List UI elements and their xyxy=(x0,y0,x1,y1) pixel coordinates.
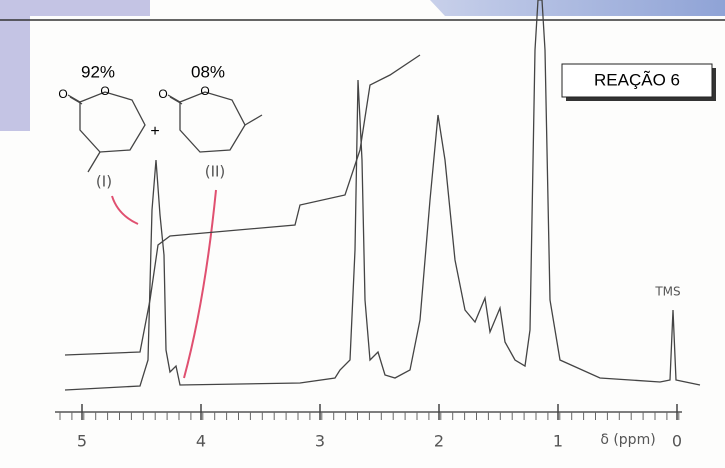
arrow xyxy=(183,189,217,379)
spectrum-trace xyxy=(64,0,701,391)
svg-text:O: O xyxy=(58,87,67,101)
svg-text:O: O xyxy=(100,84,109,98)
reaction-box xyxy=(561,63,713,98)
compound-label: (II) xyxy=(205,163,226,181)
decor-top-right xyxy=(430,0,725,16)
yield-label: 08% xyxy=(191,62,225,81)
tick-label: 0 xyxy=(672,432,682,451)
tick-label: 1 xyxy=(553,432,563,451)
decor-top-left xyxy=(0,0,150,16)
axis-label: δ (ppm) xyxy=(600,432,655,448)
molecule-ii: O O xyxy=(158,84,263,153)
yield-label: 92% xyxy=(81,62,115,81)
tms-label: TMS xyxy=(654,285,680,299)
reaction-label: REAÇÃO 6 xyxy=(594,70,680,89)
plus-sign: + xyxy=(150,123,159,140)
arrow xyxy=(111,195,139,225)
tick-label: 5 xyxy=(77,432,87,451)
decor-left xyxy=(0,16,30,131)
molecule-i: O O xyxy=(58,84,146,173)
svg-text:O: O xyxy=(158,87,167,101)
compound-label: (I) xyxy=(96,173,112,191)
integral-curve xyxy=(64,54,421,356)
tick-label: 4 xyxy=(196,432,206,451)
minor-ticks xyxy=(59,412,680,420)
svg-text:O: O xyxy=(200,84,209,98)
tick-label: 2 xyxy=(434,432,444,451)
tick-label: 3 xyxy=(315,432,325,451)
